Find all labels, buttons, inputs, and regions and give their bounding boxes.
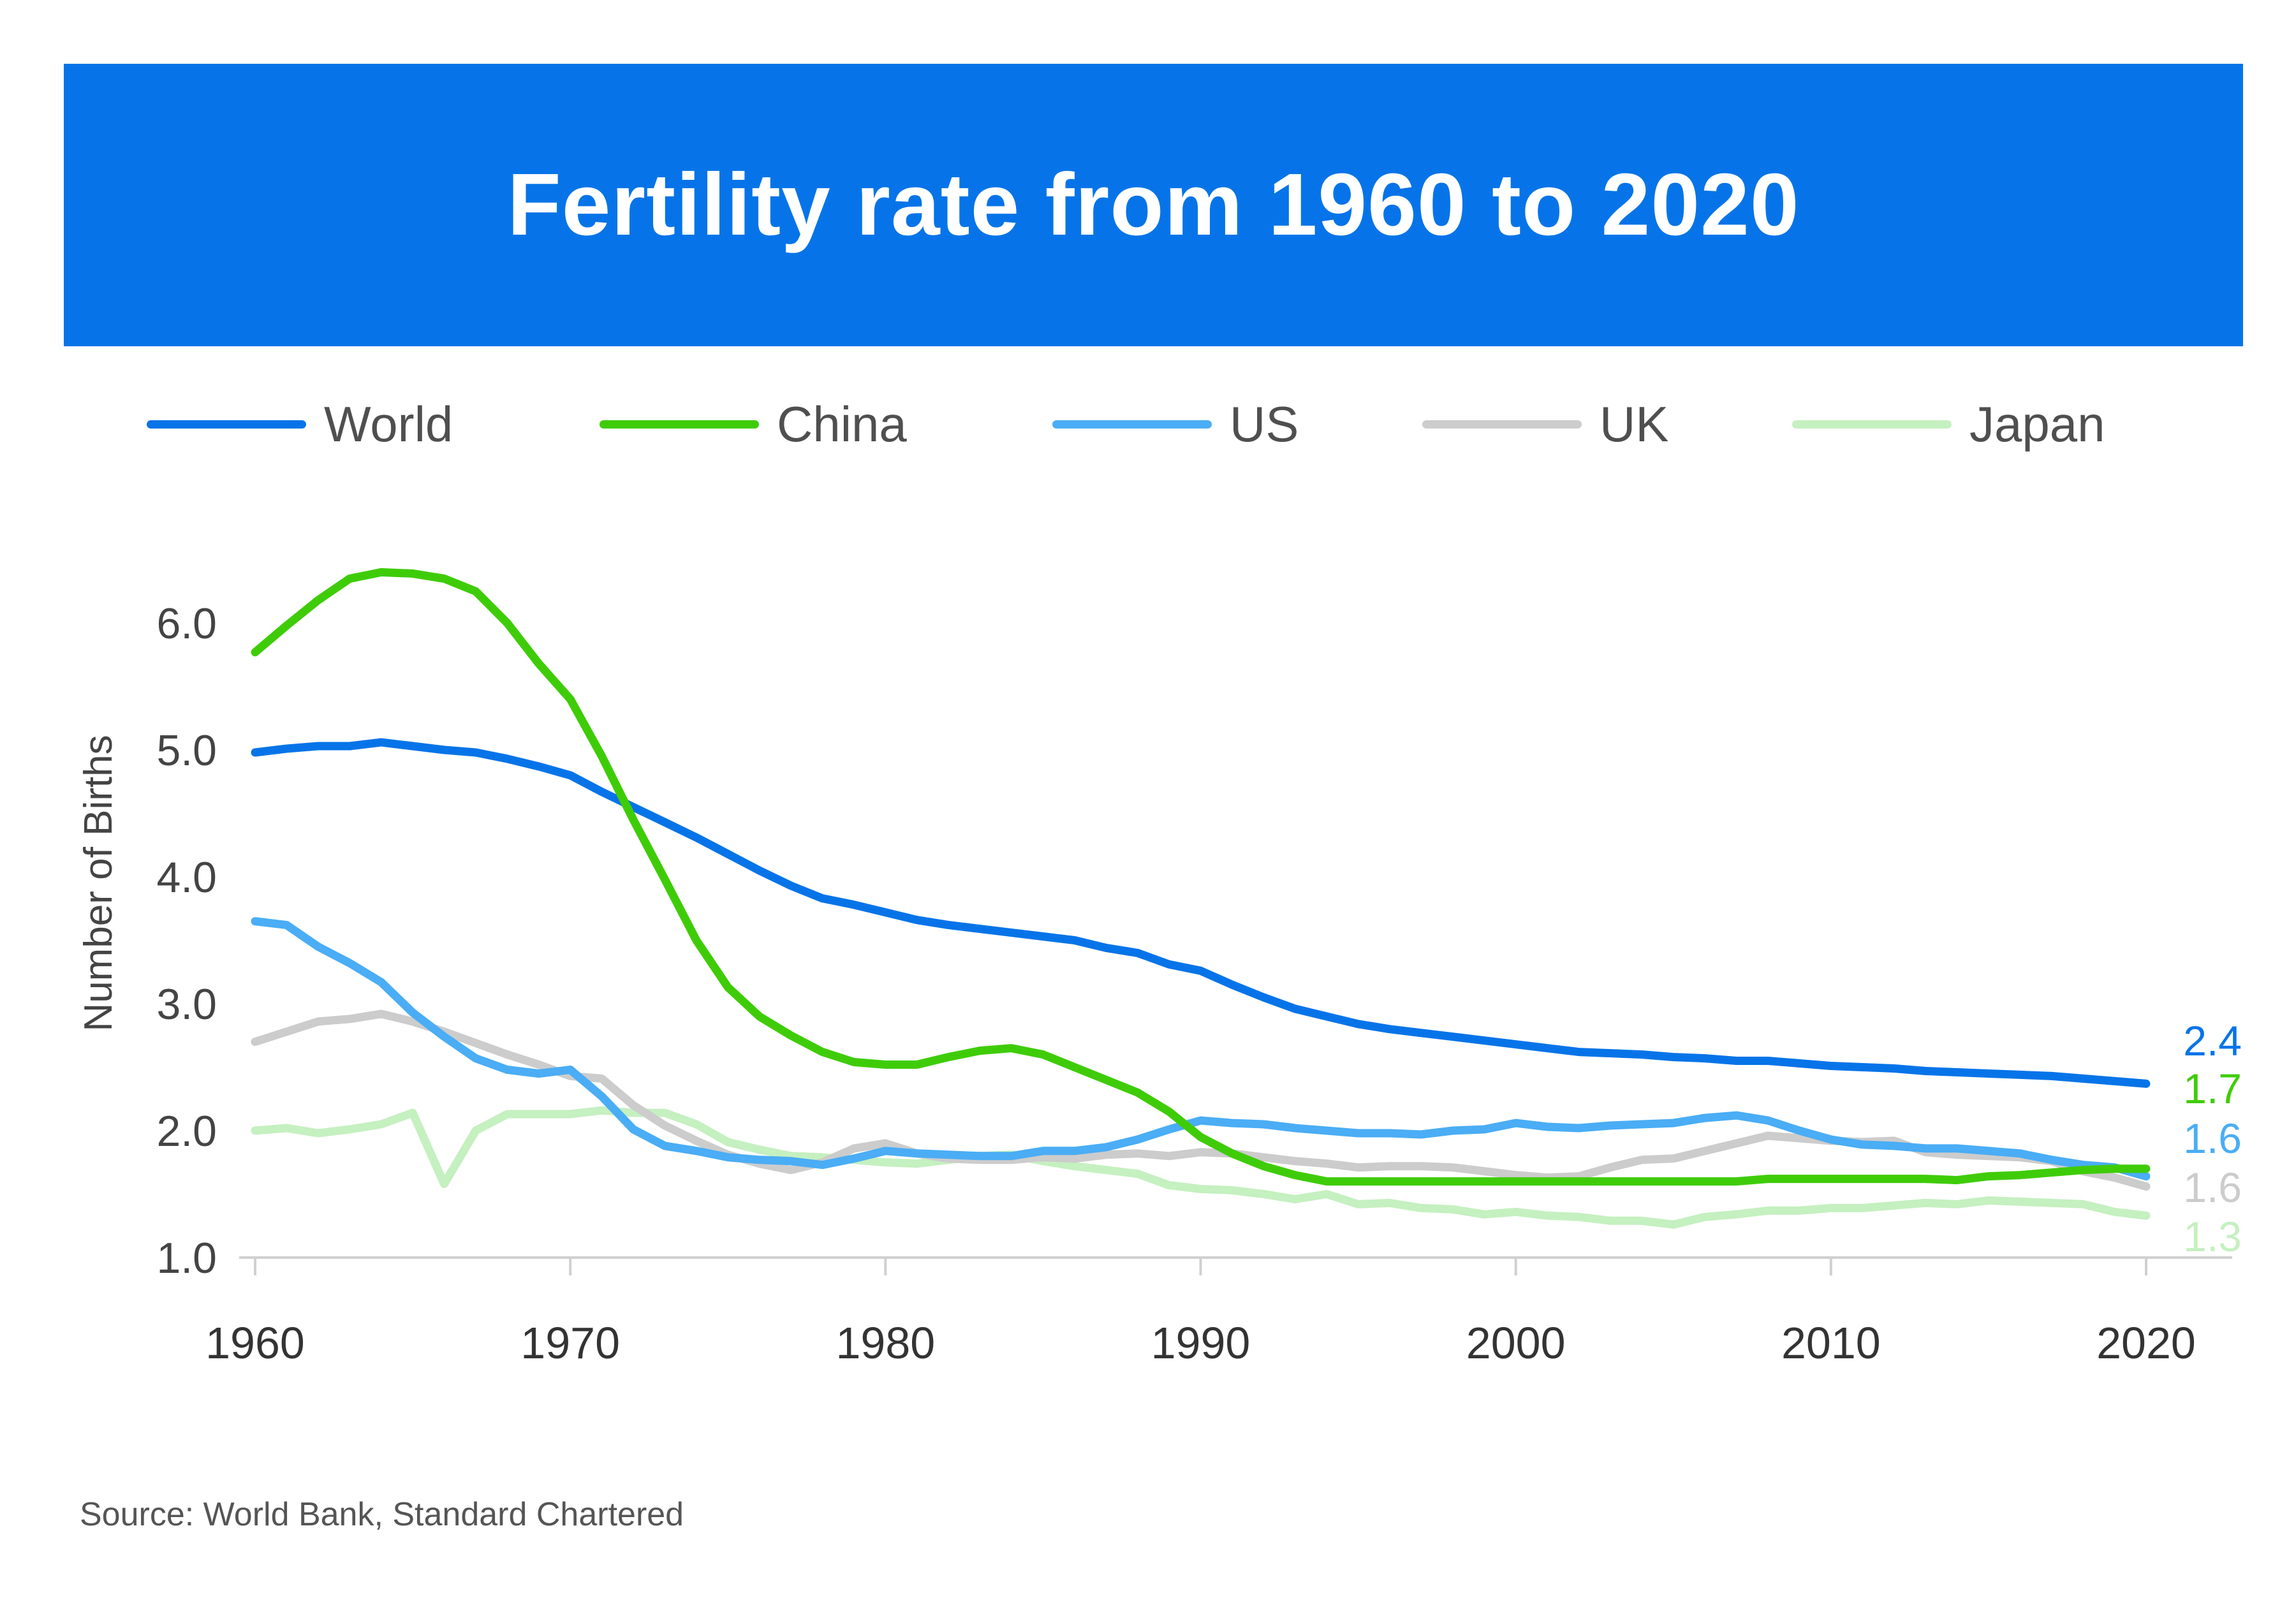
legend-swatch-us <box>1052 420 1212 429</box>
legend-swatch-uk <box>1422 420 1582 429</box>
series-line-japan <box>251 1106 2151 1229</box>
legend-item-us: US <box>1052 389 1299 459</box>
legend-label-us: US <box>1230 395 1299 452</box>
end-label-us: 1.6 <box>2183 1115 2242 1162</box>
legend-label-japan: Japan <box>1969 395 2105 452</box>
legend-swatch-japan <box>1792 420 1952 429</box>
x-tick-label: 1980 <box>835 1318 935 1368</box>
y-tick-label: 1.0 <box>156 1234 217 1282</box>
legend-label-world: World <box>324 395 453 452</box>
legend-item-world: World <box>147 389 453 459</box>
source-note: Source: World Bank, Standard Chartered <box>80 1496 684 1533</box>
end-label-japan: 1.3 <box>2183 1213 2242 1260</box>
series-line-world <box>251 738 2151 1088</box>
series-line-us <box>251 917 2151 1181</box>
y-tick-label: 5.0 <box>156 726 217 775</box>
x-tick-label: 1990 <box>1151 1318 1251 1368</box>
end-label-uk: 1.6 <box>2183 1164 2242 1211</box>
chart-title: Fertility rate from 1960 to 2020 <box>507 156 1800 254</box>
x-tick-label: 2020 <box>2096 1318 2196 1368</box>
end-label-world: 2.4 <box>2183 1017 2242 1064</box>
x-tick-label: 1970 <box>520 1318 620 1368</box>
y-axis-title: Number of Births <box>77 735 121 1031</box>
series-line-uk <box>251 1009 2151 1191</box>
title-banner: Fertility rate from 1960 to 2020 <box>64 64 2243 346</box>
series-line-china <box>251 568 2151 1186</box>
legend-item-japan: Japan <box>1792 389 2105 459</box>
y-tick-label: 4.0 <box>156 853 217 902</box>
end-label-china: 1.7 <box>2183 1065 2242 1112</box>
legend-label-uk: UK <box>1600 395 1669 452</box>
legend-swatch-china <box>600 420 759 429</box>
x-tick-label: 2010 <box>1781 1318 1881 1368</box>
legend-swatch-world <box>147 420 306 429</box>
y-tick-label: 3.0 <box>156 980 217 1029</box>
legend-label-china: China <box>777 395 907 452</box>
x-tick-label: 2000 <box>1466 1318 1566 1368</box>
legend-item-china: China <box>600 389 907 459</box>
legend: World China US UK Japan <box>147 389 2188 459</box>
y-tick-label: 2.0 <box>156 1107 217 1156</box>
legend-item-uk: UK <box>1422 389 1668 459</box>
y-tick-label: 6.0 <box>156 599 217 648</box>
x-tick-label: 1960 <box>205 1318 305 1368</box>
